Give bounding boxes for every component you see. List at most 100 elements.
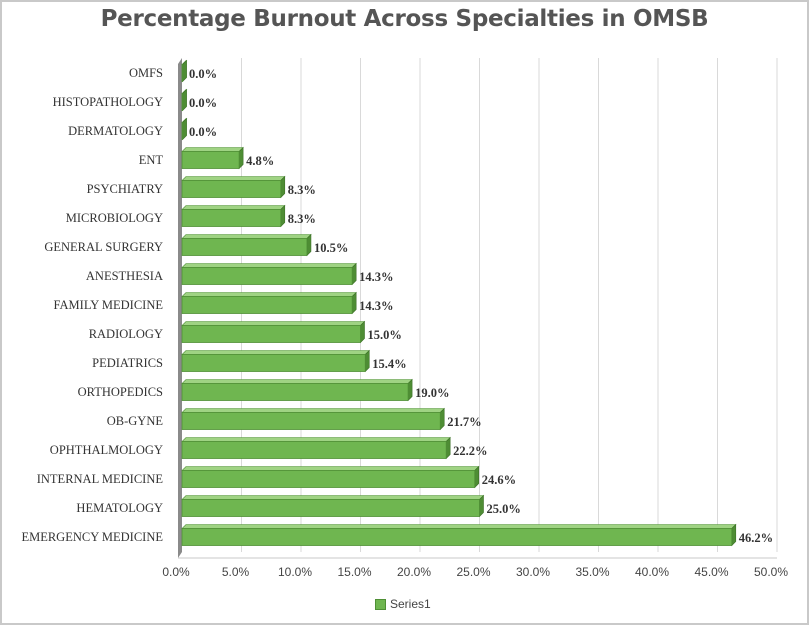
bar-top-face	[181, 495, 485, 500]
bar-top-face	[181, 524, 737, 529]
bar-top-face	[181, 379, 413, 384]
bar-side-face	[280, 175, 286, 199]
category-label: RADIOLOGY	[89, 327, 163, 341]
data-label: 46.2%	[739, 531, 773, 545]
bar-side-face	[445, 436, 451, 460]
bar	[181, 209, 282, 227]
category-label: ANESTHESIA	[86, 269, 163, 283]
bar	[181, 267, 353, 285]
bar	[181, 64, 184, 82]
bar	[181, 354, 366, 372]
category-label: ORTHOPEDICS	[78, 385, 163, 399]
bar-top-face	[181, 350, 370, 355]
category-label: PEDIATRICS	[92, 356, 163, 370]
data-label: 8.3%	[288, 212, 316, 226]
data-label: 19.0%	[415, 386, 449, 400]
category-label: GENERAL SURGERY	[44, 240, 163, 254]
data-label: 0.0%	[189, 67, 217, 81]
bar	[181, 151, 240, 169]
bar-top-face	[181, 147, 244, 152]
category-label: MICROBIOLOGY	[66, 211, 163, 225]
x-tick-label: 20.0%	[397, 565, 431, 579]
bar-top-face	[181, 466, 480, 471]
x-tick-label: 40.0%	[635, 565, 669, 579]
data-label: 22.2%	[453, 444, 487, 458]
x-tick-label: 0.0%	[162, 565, 190, 579]
bar-top-face	[181, 437, 451, 442]
bar	[181, 122, 184, 140]
axis-wall	[178, 58, 182, 558]
bar-side-face	[474, 465, 480, 489]
bar	[181, 296, 353, 314]
legend-swatch	[375, 598, 386, 610]
x-tick-label: 25.0%	[456, 565, 490, 579]
bar-side-face	[182, 88, 187, 112]
data-label: 21.7%	[447, 415, 481, 429]
bar	[181, 528, 733, 546]
bar-side-face	[238, 146, 244, 170]
bar-side-face	[351, 291, 357, 315]
data-label: 10.5%	[314, 241, 348, 255]
bar	[181, 93, 184, 111]
data-label: 15.0%	[368, 328, 402, 342]
data-label: 4.8%	[246, 154, 274, 168]
bar-side-face	[479, 494, 484, 518]
category-label: INTERNAL MEDICINE	[37, 472, 164, 486]
bar	[181, 441, 447, 459]
bar-top-face	[181, 408, 445, 413]
bar	[181, 470, 476, 488]
category-label: OMFS	[129, 66, 163, 80]
bar	[181, 412, 441, 430]
category-label: HEMATOLOGY	[76, 501, 163, 515]
bar-side-face	[182, 59, 187, 83]
data-label: 0.0%	[189, 125, 217, 139]
data-label: 14.3%	[359, 299, 393, 313]
bar-side-face	[407, 378, 413, 402]
category-label: OB-GYNE	[107, 414, 164, 428]
category-label: HISTOPATHOLOGY	[53, 95, 163, 109]
bar	[181, 180, 282, 198]
category-label: OPHTHALMOLOGY	[50, 443, 163, 457]
legend: Series1	[375, 597, 431, 611]
bar-side-face	[731, 523, 737, 547]
category-label: DERMATOLOGY	[68, 124, 163, 138]
bar-side-face	[351, 262, 357, 286]
bar-top-face	[181, 234, 312, 239]
bar	[181, 383, 409, 401]
bar-top-face	[181, 321, 366, 326]
bar-top-face	[181, 263, 357, 268]
x-tick-label: 50.0%	[754, 565, 788, 579]
data-label: 8.3%	[288, 183, 316, 197]
bar-side-face	[439, 407, 445, 431]
bar-top-face	[181, 205, 286, 210]
category-label: ENT	[139, 153, 164, 167]
x-tick-label: 5.0%	[222, 565, 250, 579]
data-label: 14.3%	[359, 270, 393, 284]
bar-side-face	[182, 117, 187, 141]
category-label: FAMILY MEDICINE	[53, 298, 163, 312]
x-tick-label: 45.0%	[694, 565, 728, 579]
bar	[181, 325, 361, 343]
bar	[181, 238, 308, 256]
bar-side-face	[306, 233, 312, 257]
x-tick-label: 30.0%	[516, 565, 550, 579]
category-label: EMERGENCY MEDICINE	[21, 530, 163, 544]
x-tick-label: 15.0%	[337, 565, 371, 579]
bar-side-face	[280, 204, 286, 228]
bar-side-face	[364, 349, 370, 373]
bar	[181, 499, 480, 517]
x-tick-label: 35.0%	[575, 565, 609, 579]
data-label: 25.0%	[487, 502, 521, 516]
bar-side-face	[360, 320, 365, 344]
bar-top-face	[181, 292, 357, 297]
bar-top-face	[181, 176, 286, 181]
category-label: PSYCHIATRY	[87, 182, 163, 196]
data-label: 24.6%	[482, 473, 516, 487]
x-tick-label: 10.0%	[278, 565, 312, 579]
chart-title: Percentage Burnout Across Specialties in…	[100, 6, 709, 32]
legend-label: Series1	[390, 597, 431, 611]
data-label: 0.0%	[189, 96, 217, 110]
data-label: 15.4%	[372, 357, 406, 371]
